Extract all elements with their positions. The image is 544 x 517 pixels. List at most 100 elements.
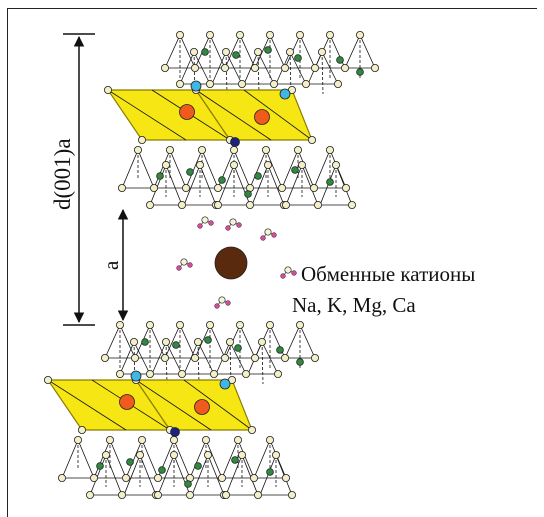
octahedron-facet [243,89,313,141]
tetrahedron-edge [197,341,215,375]
tetrahedron-edge [173,454,191,496]
tetrahedron-edge [193,51,211,85]
oxygen-atom [220,64,229,73]
tetrahedron-edge [313,149,331,189]
oxygen-atom [160,64,169,73]
tetrahedron-edge [241,454,259,496]
oxygen-atom [145,200,154,209]
tetrahedron-edge [139,454,157,496]
oxygen-atom [137,135,146,144]
oxygen-atom [185,490,194,499]
oxygen-atom [225,337,234,346]
oxygen-atom [213,183,222,192]
oxygen-atom [221,490,230,499]
tetrahedron-edge [359,34,376,69]
oxygen-atom [209,369,218,378]
substituted-cation [170,427,180,437]
tetrahedron-edge [179,324,196,359]
oxygen-atom [297,160,306,169]
oxygen-atom [197,145,206,154]
tetrahedron-edge [251,164,269,206]
oxygen-atom [190,353,199,362]
exchangeable-cation [214,246,248,280]
oxygen-atom [193,337,202,346]
octahedron-facet [195,89,272,141]
tetrahedron-edge [149,324,166,359]
tetrahedron-edge [194,324,211,359]
tetrahedron-edge [199,164,217,206]
oxygen-atom [153,490,162,499]
oxygen-atom [213,200,222,209]
oxygen-atom [177,369,186,378]
oxygen-atom [269,80,278,89]
tetrahedron-hidden-edge [225,51,228,95]
tetrahedron-edge [239,34,256,69]
hydroxyl-atom [296,358,304,366]
oxygen-atom [133,145,142,154]
tetrahedron-edge [229,341,247,375]
exchangeable-cations-title: Обменные катионы [301,262,476,286]
tetrahedron-edge [257,51,275,85]
oxygen-atom [293,145,302,154]
oxygen-atom [280,353,289,362]
substituted-cation [230,137,240,147]
d001-label: d(001)a [50,138,75,210]
tetrahedron-edge [183,341,199,375]
hydroxyl-atom [201,48,209,56]
oxygen-atom [229,160,238,169]
tetrahedron-edge [249,149,267,189]
oxygen-atom [307,135,316,144]
oxygen-atom [130,353,139,362]
hydroxyl-atom [294,54,302,62]
exchangeable-cations-list: Na, K, Mg, Ca [292,293,416,317]
oxygen-atom [265,30,274,39]
oxygen-atom [245,200,254,209]
tetrahedron-edge [169,149,187,189]
tetrahedron-edge [125,439,143,479]
water-hydrogen [225,300,231,306]
oxygen-atom [118,183,127,192]
octahedral-cation [194,399,210,415]
substituted-cation [219,378,231,390]
water-hydrogen [236,222,242,228]
hydroxyl-atom [254,172,262,180]
oxygen-atom [317,48,326,57]
tetrahedron-edge [344,34,361,69]
tetrahedron-edge [221,439,239,479]
oxygen-atom [145,369,154,378]
oxygen-atom [175,320,184,329]
oxygen-atom [295,30,304,39]
oxygen-atom [235,320,244,329]
tetrahedron-edge [261,341,279,375]
substituted-cation [130,370,142,382]
hydroxyl-atom [264,46,272,54]
tetrahedron-edge [164,34,181,69]
oxygen-atom [220,353,229,362]
water-hydrogen [291,270,297,276]
oxygen-atom [247,425,256,434]
water-oxygen [218,296,226,304]
tetrahedron-edge [217,164,235,206]
tetrahedron-edge [269,34,286,69]
tetrahedron-edge [224,34,241,69]
hydroxyl-atom [244,190,252,198]
tetrahedron-edge [233,164,251,206]
tetrahedron-edge [179,51,195,85]
water-hydrogen [271,232,277,238]
hydroxyl-atom [232,51,240,59]
diagram-frame [7,8,537,517]
tetrahedron-edge [285,164,303,206]
water-hydrogen [260,235,266,241]
tetrahedron-edge [183,164,201,206]
oxygen-atom [195,160,204,169]
tetrahedron-edge [237,439,255,479]
tetrahedron-edge [267,164,285,206]
tetrahedron-edge [164,324,181,359]
oxygen-atom [161,160,170,169]
oxygen-atom [265,320,274,329]
water-hydrogen [208,220,214,226]
oxygen-atom [190,64,199,73]
water-hydrogen [280,273,286,279]
water-hydrogen [176,265,182,271]
tetrahedron-edge [61,439,79,479]
